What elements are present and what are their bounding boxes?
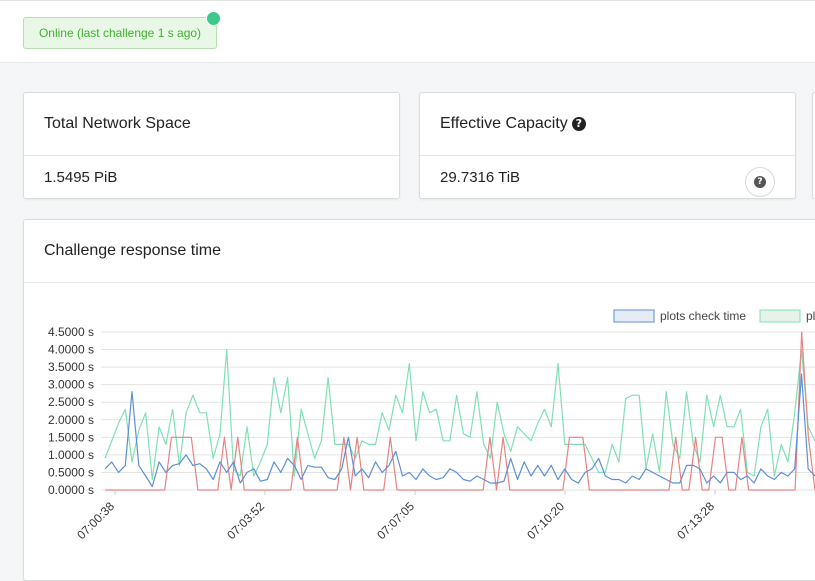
status-badge: Online (last challenge 1 s ago): [23, 17, 217, 49]
effective-capacity-card: Effective Capacity? 29.7316 TiB ?: [419, 92, 796, 199]
question-circle-icon[interactable]: ?: [571, 117, 586, 131]
challenge-response-card: Challenge response time: [23, 219, 815, 581]
effective-capacity-title: Effective Capacity: [440, 115, 568, 132]
question-icon: ?: [754, 176, 766, 188]
network-space-title: Total Network Space: [24, 93, 399, 156]
effective-capacity-header: Effective Capacity?: [420, 93, 795, 156]
top-status-bar: Online (last challenge 1 s ago): [0, 0, 815, 63]
network-space-card: Total Network Space 1.5495 PiB: [23, 92, 400, 199]
network-space-value: 1.5495 PiB: [44, 169, 118, 186]
help-button[interactable]: ?: [745, 167, 775, 197]
next-card-edge: [812, 92, 815, 199]
effective-capacity-value: 29.7316 TiB: [440, 169, 521, 186]
challenge-response-title: Challenge response time: [24, 220, 815, 283]
online-indicator-dot: [207, 12, 220, 25]
